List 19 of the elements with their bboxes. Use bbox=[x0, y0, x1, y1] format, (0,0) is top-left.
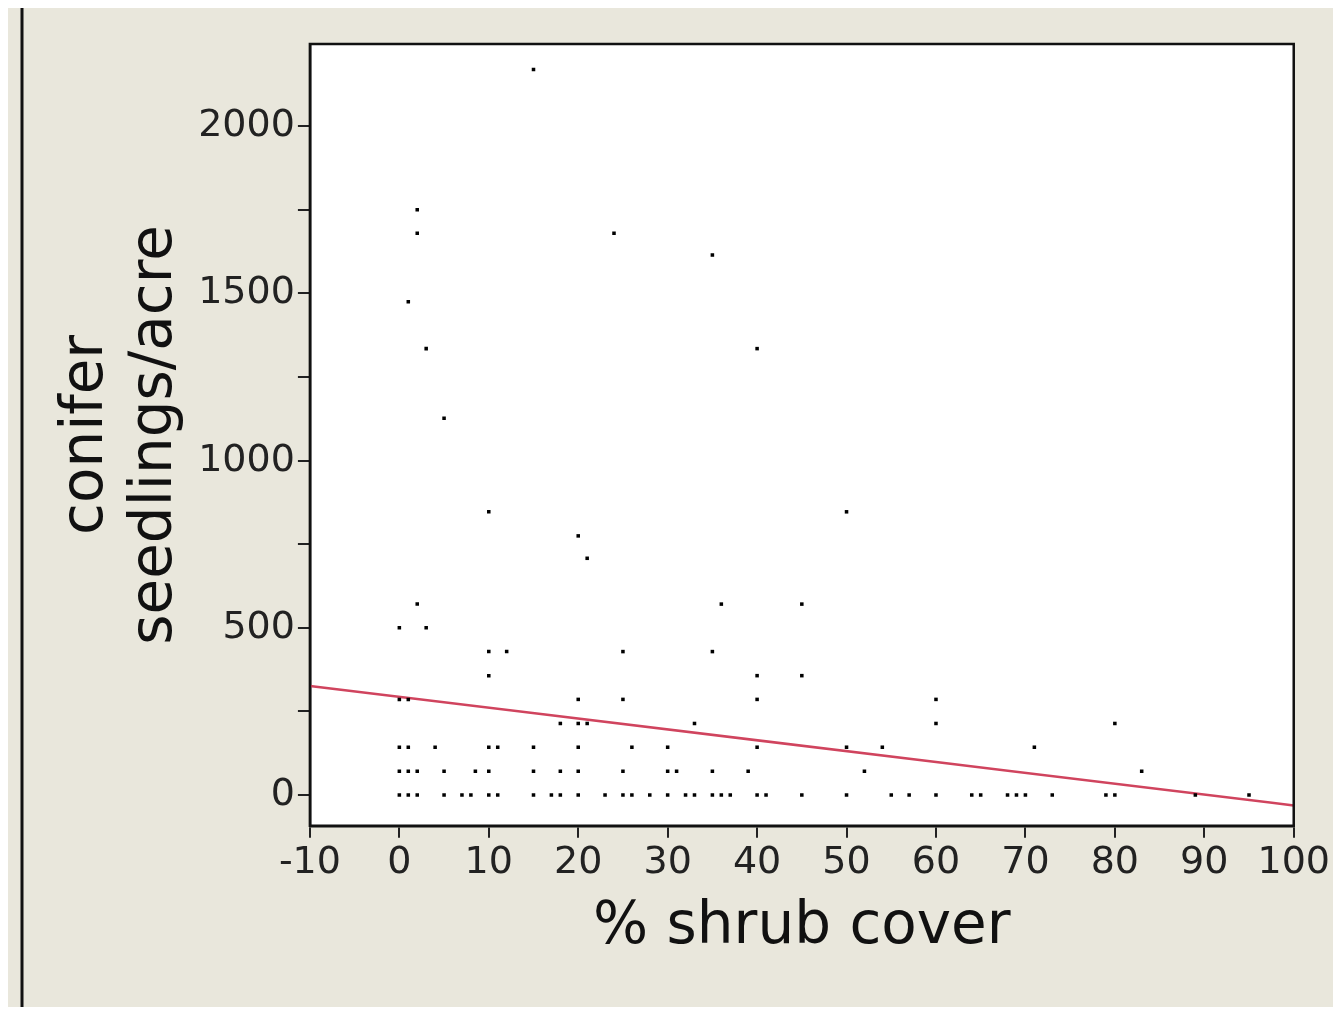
x-tick-label: 50 bbox=[822, 838, 871, 883]
y-tick-label: 2000 bbox=[198, 101, 295, 146]
x-tick-label: 40 bbox=[732, 838, 782, 883]
x-tick-label: 30 bbox=[643, 838, 692, 883]
x-tick-label: 80 bbox=[1090, 838, 1140, 883]
y-axis-title: conifer seedlings/acre bbox=[47, 225, 186, 645]
x-tick-label: -10 bbox=[278, 838, 341, 883]
x-tick-label: 70 bbox=[1001, 838, 1050, 883]
y-tick-label: 1500 bbox=[198, 268, 295, 313]
x-tick-label: 100 bbox=[1257, 838, 1330, 883]
y-tick-label: 0 bbox=[270, 769, 295, 814]
x-axis-title: % shrub cover bbox=[593, 889, 1011, 958]
x-tick-label: 90 bbox=[1180, 838, 1229, 883]
x-tick-label: 0 bbox=[387, 838, 412, 883]
x-tick-label: 10 bbox=[464, 838, 513, 883]
x-tick-label: 60 bbox=[911, 838, 961, 883]
x-tick-label: 20 bbox=[554, 838, 603, 883]
y-tick-label: 500 bbox=[222, 602, 295, 647]
y-tick-label: 1000 bbox=[198, 435, 295, 480]
